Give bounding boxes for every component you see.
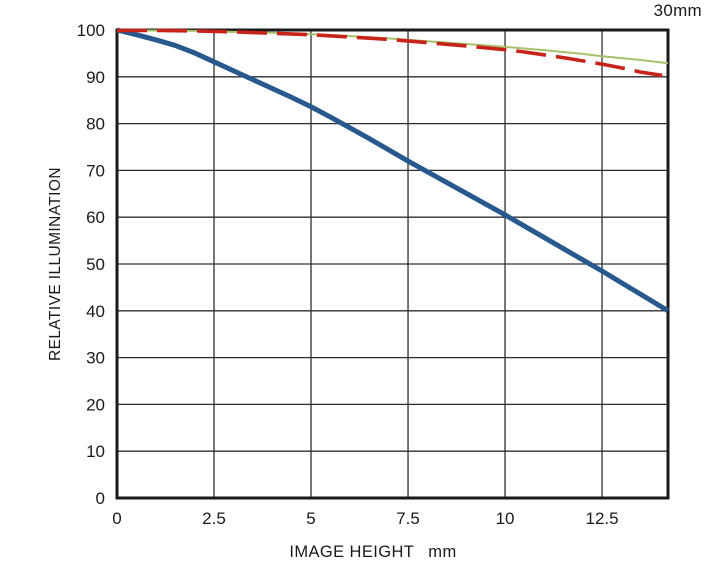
x-tick-label: 10 xyxy=(496,509,515,528)
x-tick-label: 12.5 xyxy=(585,509,618,528)
y-tick-label: 90 xyxy=(86,68,105,87)
series-green-solid xyxy=(117,29,669,65)
series-red-dashed xyxy=(117,28,663,78)
x-axis-title: IMAGE HEIGHT mm xyxy=(289,543,456,562)
y-tick-label: 80 xyxy=(86,115,105,134)
x-tick-label: 5 xyxy=(306,509,315,528)
y-tick-label: 40 xyxy=(86,302,105,321)
series-blue-solid xyxy=(116,27,670,313)
y-tick-label: 50 xyxy=(86,255,105,274)
y-tick-label: 0 xyxy=(96,489,105,508)
x-tick-label: 0 xyxy=(112,509,121,528)
y-tick-label: 20 xyxy=(86,395,105,414)
plot-border xyxy=(115,28,670,500)
focal-length-label: 30mm xyxy=(653,1,702,20)
y-tick-label: 30 xyxy=(86,349,105,368)
x-axis-unit-label: mm xyxy=(428,543,457,561)
y-tick-label: 70 xyxy=(86,161,105,180)
x-tick-label: 7.5 xyxy=(396,509,420,528)
y-tick-label: 60 xyxy=(86,208,105,227)
y-tick-label: 100 xyxy=(77,21,105,40)
x-axis-title-text: IMAGE HEIGHT xyxy=(289,543,415,561)
y-tick-label: 10 xyxy=(86,442,105,461)
x-tick-label: 2.5 xyxy=(202,509,226,528)
